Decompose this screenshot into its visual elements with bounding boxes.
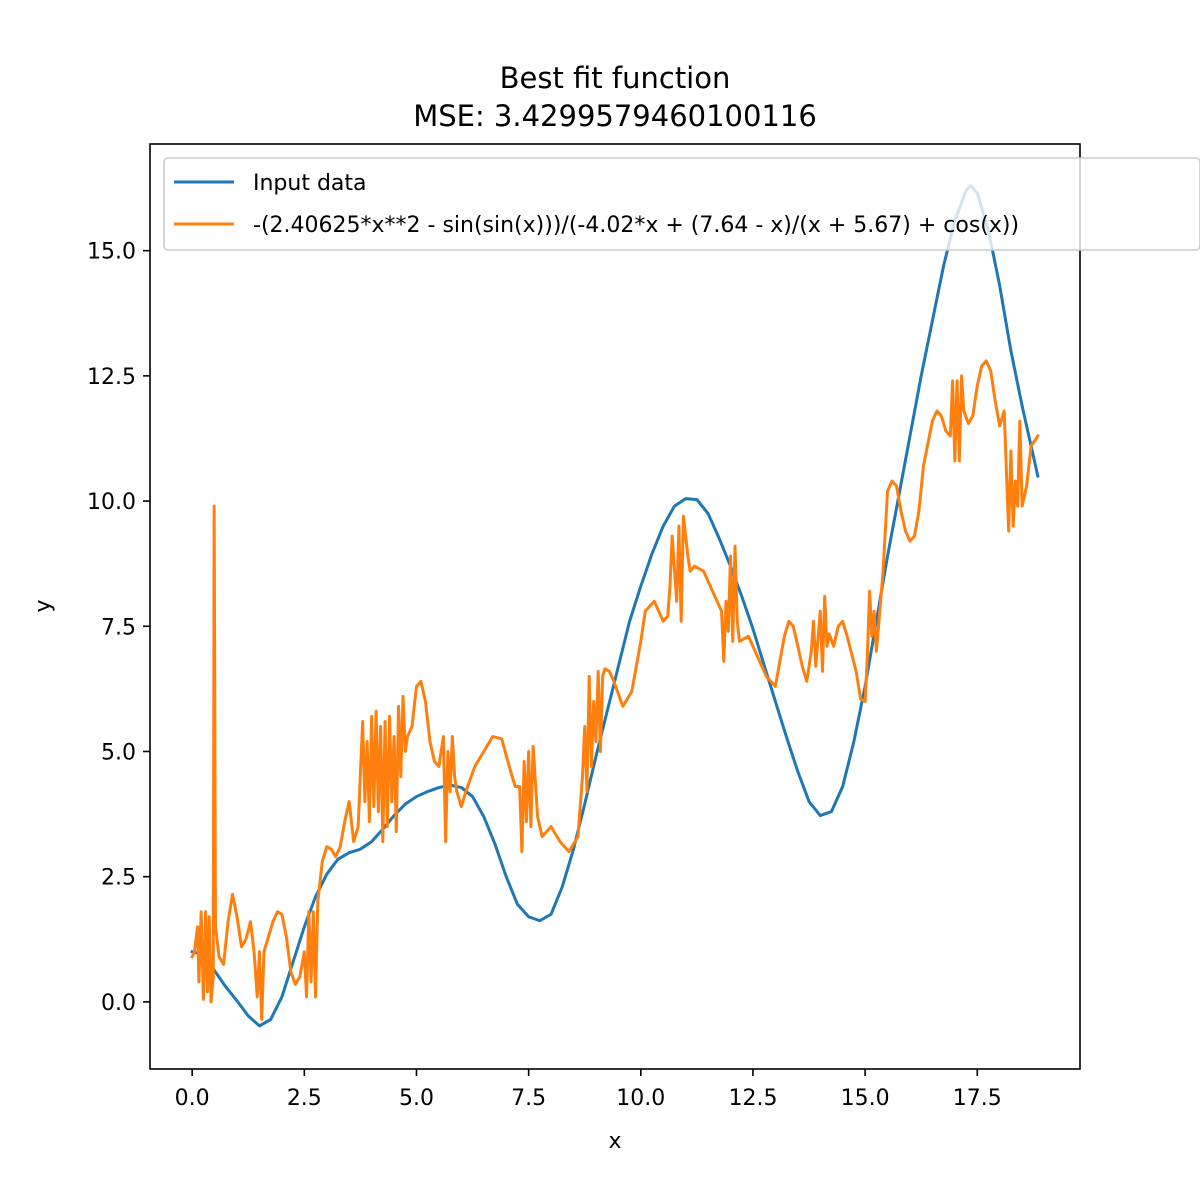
legend-label-input: Input data: [253, 171, 367, 196]
x-tick-label: 12.5: [728, 1086, 777, 1111]
plot-frame: [149, 143, 1081, 1070]
x-tick-label: 15.0: [841, 1086, 890, 1111]
chart-subtitle: MSE: 3.4299579460100116: [413, 99, 817, 133]
x-tick-label: 7.5: [511, 1086, 546, 1111]
y-tick-label: 15.0: [87, 240, 136, 265]
x-tick-label: 0.0: [175, 1086, 210, 1111]
chart-title: Best fit function: [500, 61, 731, 95]
y-tick-label: 10.0: [87, 490, 136, 515]
x-axis: 0.0 2.5 5.0 7.5 10.0 12.5 15.0 17.5: [175, 1069, 1002, 1111]
x-axis-label: x: [608, 1129, 621, 1154]
y-axis: 0.0 2.5 5.0 7.5 10.0 12.5 15.0: [87, 240, 150, 1016]
y-tick-label: 2.5: [101, 866, 136, 891]
x-tick-label: 17.5: [953, 1086, 1002, 1111]
legend-box: [163, 157, 1200, 251]
x-tick-label: 2.5: [287, 1086, 322, 1111]
series-line-best-fit: [190, 359, 1040, 1021]
y-axis-label: y: [31, 599, 56, 612]
series-line-input-data: [190, 184, 1040, 1028]
y-tick-label: 5.0: [101, 740, 136, 765]
legend: Input data -(2.40625*x**2 - sin(sin(x)))…: [163, 157, 1200, 251]
x-tick-label: 5.0: [399, 1086, 434, 1111]
series-layer: [190, 184, 1040, 1028]
y-tick-label: 0.0: [101, 991, 136, 1016]
y-tick-label: 12.5: [87, 365, 136, 390]
legend-label-fit: -(2.40625*x**2 - sin(sin(x)))/(-4.02*x +…: [253, 213, 1019, 238]
x-tick-label: 10.0: [616, 1086, 665, 1111]
y-tick-label: 7.5: [101, 615, 136, 640]
